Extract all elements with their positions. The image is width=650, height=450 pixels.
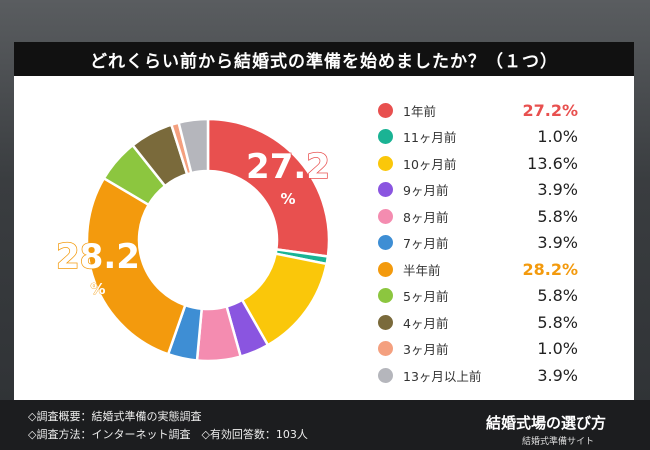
legend-item: 10ヶ月前 13.6% (378, 151, 578, 175)
legend-color-dot (378, 235, 393, 250)
legend-value: 1.0% (537, 339, 578, 358)
legend-value: 5.8% (537, 206, 578, 226)
legend-color-dot (378, 155, 393, 171)
legend-item: 半年前 28.2% (378, 257, 578, 281)
legend-value: 27.2% (522, 100, 578, 120)
legend-label: 13ヶ月以上前 (403, 368, 482, 384)
survey-summary: ◇調査概要：結婚式準備の実態調査 (28, 410, 202, 423)
footer (0, 400, 650, 450)
legend-item: 8ヶ月前 5.8% (378, 204, 578, 228)
legend-label: 半年前 (403, 262, 441, 278)
legend-item: 3ヶ月前 1.0% (378, 337, 578, 361)
legend-item: 4ヶ月前 5.8% (378, 310, 578, 334)
legend-label: 10ヶ月前 (403, 156, 457, 172)
legend-value: 3.9% (537, 365, 578, 385)
donut-slice-7 (85, 176, 187, 356)
donut-value-unit: % (280, 190, 295, 208)
legend-label: 7ヶ月前 (403, 236, 449, 251)
legend-value: 13.6% (527, 153, 578, 173)
legend-value: 5.8% (537, 312, 578, 332)
legend-item: 1年前 27.2% (378, 98, 578, 122)
survey-method: ◇調査方法：インターネット調査 ◇有効回答数：103人 (28, 428, 308, 441)
donut-slice-1 (206, 117, 331, 258)
legend-label: 3ヶ月前 (403, 342, 449, 357)
legend-value: 28.2% (522, 259, 578, 279)
donut-value-label: 27.2 (246, 147, 330, 187)
donut-value-unit: % (90, 280, 105, 298)
legend-label: 9ヶ月前 (403, 183, 449, 198)
brand-logo-text: 結婚式場の選び方 (485, 414, 606, 432)
legend-value: 3.9% (537, 233, 578, 252)
legend-label: 8ヶ月前 (403, 209, 449, 225)
legend-item: 7ヶ月前 3.9% (378, 231, 578, 255)
brand-subtitle: 結婚式準備サイト (521, 437, 594, 447)
legend-value: 1.0% (537, 127, 578, 146)
donut-slice-11 (177, 117, 210, 175)
legend-item: 11ヶ月前 1.0% (378, 125, 578, 149)
legend-color-dot (378, 261, 393, 277)
legend-color-dot (378, 314, 393, 330)
legend-color-dot (378, 288, 393, 303)
legend-value: 5.8% (537, 286, 578, 305)
legend-label: 11ヶ月前 (403, 130, 457, 145)
legend-label: 4ヶ月前 (403, 315, 449, 331)
chart-title: どれくらい前から結婚式の準備を始めましたか？（１つ） (14, 42, 634, 76)
legend-item: 5ヶ月前 5.8% (378, 284, 578, 308)
legend-label: 1年前 (403, 103, 436, 119)
legend-color-dot (378, 129, 393, 144)
legend-color-dot (378, 341, 393, 356)
legend-label: 5ヶ月前 (403, 289, 449, 304)
legend-color-dot (378, 182, 393, 197)
legend-value: 3.9% (537, 180, 578, 199)
legend-item: 9ヶ月前 3.9% (378, 178, 578, 202)
legend-color-dot (378, 102, 393, 118)
legend-color-dot (378, 208, 393, 224)
donut-value-label: 28.2 (56, 237, 140, 277)
legend-item: 13ヶ月以上前 3.9% (378, 363, 578, 387)
legend-color-dot (378, 367, 393, 383)
